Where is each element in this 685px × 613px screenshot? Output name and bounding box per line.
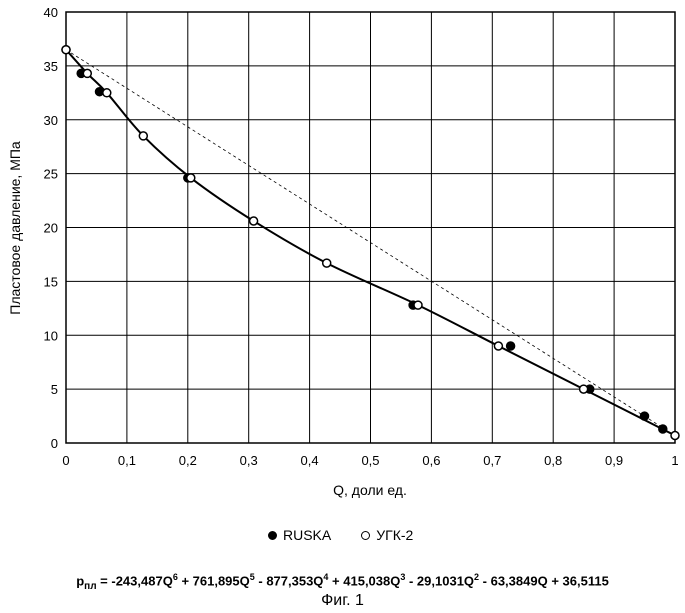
x-tick-label: 0,1 [118, 453, 136, 468]
legend-item-ruska: RUSKA [268, 527, 331, 543]
y-tick-label: 20 [44, 221, 58, 236]
x-tick-label: 0,5 [361, 453, 379, 468]
x-tick-label: 0,9 [605, 453, 623, 468]
legend-label-ruska: RUSKA [283, 527, 331, 543]
legend: RUSKA УГК-2 [268, 527, 413, 543]
y-tick-label: 35 [44, 59, 58, 74]
x-tick-label: 0,2 [179, 453, 197, 468]
legend-label-ugk: УГК-2 [376, 527, 413, 543]
ugk-point [250, 217, 258, 225]
ugk-point [139, 132, 147, 140]
ruska-point [641, 412, 649, 420]
x-tick-label: 0,8 [544, 453, 562, 468]
y-tick-label: 25 [44, 167, 58, 182]
open-circle-icon [361, 531, 370, 540]
ugk-point [83, 69, 91, 77]
legend-item-ugk: УГК-2 [361, 527, 413, 543]
ugk-point [62, 46, 70, 54]
figure-label: Фиг. 1 [0, 592, 685, 610]
x-tick-label: 0 [62, 453, 69, 468]
x-axis-label: Q, доли ед. [333, 482, 407, 498]
y-axis-label: Пластовое давление, МПа [7, 141, 23, 315]
y-tick-label: 5 [51, 382, 58, 397]
x-tick-label: 0,6 [422, 453, 440, 468]
y-tick-label: 0 [51, 436, 58, 451]
y-tick-label: 30 [44, 113, 58, 128]
filled-circle-icon [268, 531, 277, 540]
x-tick-label: 0,7 [483, 453, 501, 468]
fit-formula: pпл = -243,487Q6 + 761,895Q5 - 877,353Q4… [0, 572, 685, 592]
ugk-point [323, 259, 331, 267]
y-tick-label: 40 [44, 5, 58, 20]
x-tick-label: 0,3 [240, 453, 258, 468]
x-tick-label: 1 [671, 453, 678, 468]
x-tick-label: 0,4 [301, 453, 319, 468]
y-tick-label: 10 [44, 328, 58, 343]
ugk-point [494, 342, 502, 350]
grid-lines [66, 12, 675, 443]
ugk-point [103, 89, 111, 97]
ruska-point [507, 342, 515, 350]
y-tick-label: 15 [44, 274, 58, 289]
ugk-point [187, 174, 195, 182]
ruska-point [659, 425, 667, 433]
ugk-point [580, 385, 588, 393]
ugk-point [414, 301, 422, 309]
ugk-point [671, 432, 679, 440]
